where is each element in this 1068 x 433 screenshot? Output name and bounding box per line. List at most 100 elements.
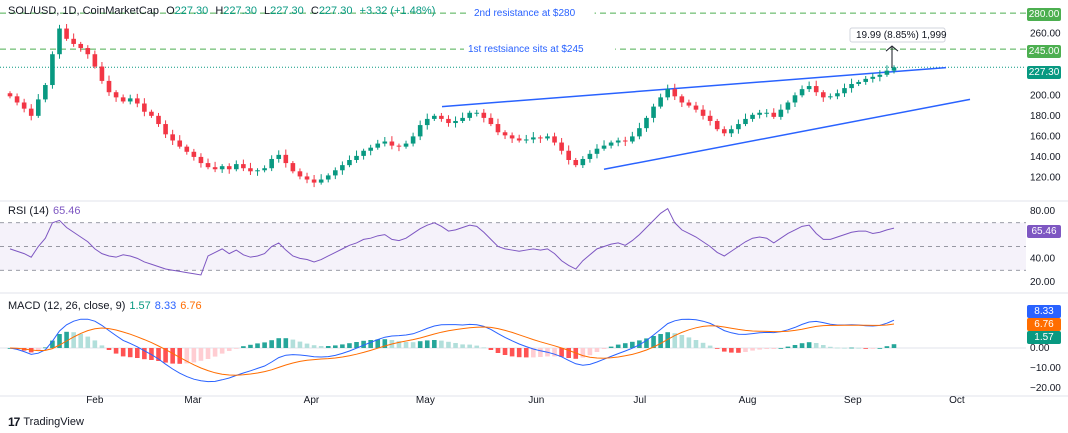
macd-histogram-bar bbox=[205, 348, 211, 359]
candle-body bbox=[559, 142, 564, 151]
macd-hist-value: 1.57 bbox=[129, 300, 151, 312]
candle-body bbox=[113, 92, 119, 98]
candle-body bbox=[771, 112, 777, 117]
candle-body bbox=[375, 143, 381, 148]
macd-histogram-bar bbox=[325, 346, 331, 348]
macd-line bbox=[9, 318, 895, 383]
candle-body bbox=[156, 115, 161, 125]
low-value: 227.30 bbox=[270, 5, 304, 17]
time-axis-tick: Mar bbox=[184, 395, 202, 406]
macd-histogram-bar bbox=[149, 348, 154, 360]
macd-histogram-bar bbox=[481, 347, 487, 349]
macd-histogram-bar bbox=[594, 348, 600, 352]
macd-histogram-bar bbox=[219, 348, 225, 354]
candle-body bbox=[630, 136, 635, 142]
macd-histogram-bar bbox=[721, 348, 727, 352]
candle-body bbox=[495, 124, 501, 133]
macd-histogram-bar bbox=[778, 348, 784, 349]
candle-body bbox=[297, 171, 303, 177]
candle-body bbox=[538, 137, 543, 139]
macd-histogram-bar bbox=[792, 345, 798, 348]
close-value: 227.30 bbox=[318, 5, 353, 17]
macd-histogram-bar bbox=[884, 346, 890, 348]
high-label: H bbox=[215, 5, 224, 17]
candle-body bbox=[71, 38, 76, 44]
macd-histogram-bar bbox=[410, 342, 416, 348]
macd-histogram-bar bbox=[771, 348, 777, 349]
macd-histogram-bar bbox=[142, 348, 147, 360]
macd-histogram-bar bbox=[297, 341, 303, 348]
macd-histogram-bar bbox=[354, 342, 359, 348]
candle-body bbox=[106, 80, 112, 93]
candle-body bbox=[212, 167, 218, 170]
macd-histogram-bar bbox=[446, 341, 451, 348]
macd-histogram-bar bbox=[665, 332, 670, 348]
candle-body bbox=[693, 105, 699, 110]
macd-histogram-bar bbox=[262, 342, 267, 348]
macd-histogram-bar bbox=[714, 348, 720, 349]
macd-histogram-bar bbox=[630, 341, 635, 348]
macd-histogram-bar bbox=[439, 340, 444, 348]
candle-body bbox=[127, 98, 133, 102]
candle-body bbox=[28, 108, 34, 116]
hist-value-tag: 1.57 bbox=[1027, 331, 1061, 344]
time-axis-tick: Sep bbox=[844, 395, 862, 406]
tradingview-logo[interactable]: 17 TradingView bbox=[8, 415, 84, 429]
macd-histogram-bar bbox=[396, 341, 402, 348]
candle-body bbox=[594, 148, 600, 154]
macd-histogram-bar bbox=[856, 347, 861, 349]
signal-line bbox=[9, 323, 895, 376]
candle-body bbox=[325, 175, 331, 180]
candle-body bbox=[644, 117, 649, 129]
candle-body bbox=[255, 170, 260, 172]
candle-body bbox=[191, 151, 197, 157]
candle-body bbox=[566, 150, 571, 160]
candle-body bbox=[21, 102, 27, 109]
low-label: L bbox=[264, 5, 271, 17]
tradingview-mark-icon: 17 bbox=[8, 415, 20, 429]
candle-body bbox=[304, 176, 310, 180]
candle-body bbox=[813, 86, 819, 93]
candle-body bbox=[234, 164, 239, 170]
candle-body bbox=[64, 28, 69, 39]
candle-body bbox=[241, 164, 246, 169]
candle-body bbox=[262, 168, 267, 171]
candle-body bbox=[333, 170, 338, 176]
candle-body bbox=[311, 179, 317, 183]
macd-histogram-bar bbox=[198, 348, 204, 361]
rsi-value-tag: 65.46 bbox=[1027, 225, 1061, 238]
macd-histogram-bar bbox=[57, 334, 62, 348]
candle-body bbox=[729, 129, 734, 134]
macd-histogram-bar bbox=[587, 348, 593, 356]
candle-body bbox=[863, 78, 869, 82]
macd-histogram-bar bbox=[234, 348, 239, 349]
macd-value-tag: 8.33 bbox=[1027, 305, 1061, 318]
macd-axis-tick: 0.00 bbox=[1030, 343, 1050, 354]
candle-body bbox=[502, 132, 508, 136]
price-axis-tick: 120.00 bbox=[1030, 172, 1061, 183]
candle-body bbox=[743, 118, 748, 125]
macd-histogram-bar bbox=[538, 348, 543, 357]
candle-body bbox=[856, 81, 861, 84]
candle-body bbox=[799, 89, 805, 96]
macd-histogram-bar bbox=[474, 345, 480, 348]
candle-body bbox=[665, 89, 670, 98]
candle-body bbox=[580, 158, 586, 166]
macd-legend: MACD (12, 26, close, 9) 1.57 8.33 6.76 bbox=[8, 300, 202, 312]
time-axis-tick: Jul bbox=[633, 395, 646, 406]
macd-histogram-bar bbox=[891, 344, 897, 348]
macd-histogram-bar bbox=[163, 348, 168, 363]
macd-histogram-bar bbox=[241, 346, 246, 348]
candle-body bbox=[163, 124, 168, 135]
macd-histogram-bar bbox=[127, 348, 133, 358]
macd-histogram-bar bbox=[509, 348, 515, 357]
high-value: 227.30 bbox=[223, 5, 257, 17]
macd-histogram-bar bbox=[686, 337, 692, 348]
upper-trendline bbox=[441, 66, 947, 108]
candle-body bbox=[474, 112, 480, 114]
macd-histogram-bar bbox=[651, 336, 656, 348]
candle-body bbox=[707, 115, 713, 121]
macd-histogram-bar bbox=[318, 346, 324, 348]
candle-body bbox=[552, 136, 557, 143]
